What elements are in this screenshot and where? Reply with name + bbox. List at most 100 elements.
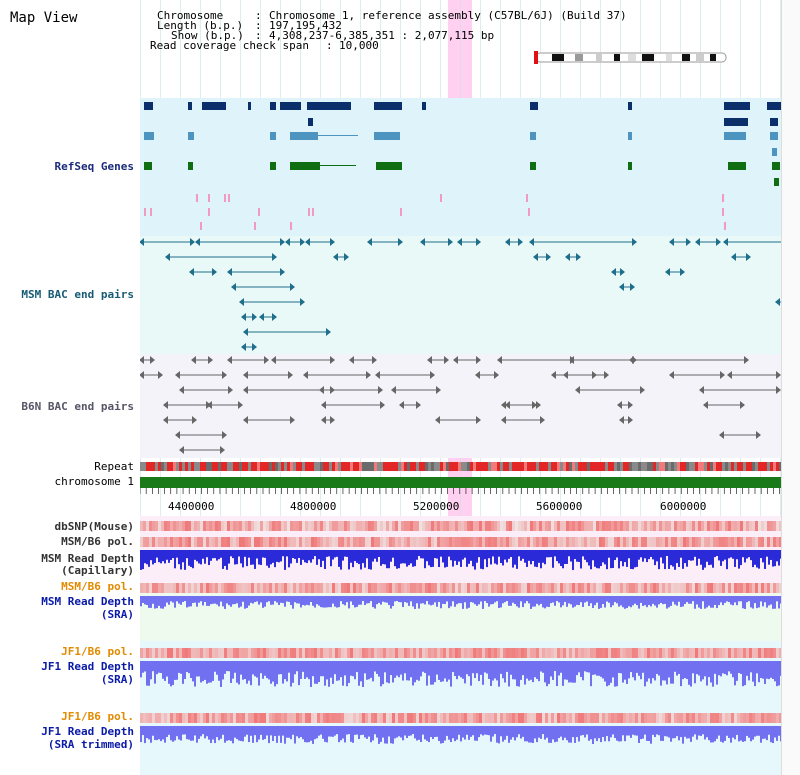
read-depth-bar — [522, 726, 524, 737]
read-depth-bar — [452, 726, 454, 739]
polymorphism-cell — [587, 713, 590, 723]
read-depth-bar — [360, 661, 362, 682]
read-depth-bar — [172, 550, 174, 559]
polymorphism-cell — [248, 537, 251, 547]
polymorphism-cell — [272, 648, 275, 658]
polymorphism-cell — [692, 583, 695, 593]
polymorphism-cell — [530, 537, 533, 547]
read-depth-bar — [214, 661, 216, 672]
b6n-bac-pair-end — [391, 386, 396, 394]
track-label-jf1-depth-sra[interactable]: JF1 Read Depth — [41, 660, 134, 673]
read-depth-bar — [178, 550, 180, 565]
read-depth-bar — [490, 596, 492, 605]
repeat-segment — [722, 462, 725, 471]
read-depth-bar — [544, 726, 546, 740]
read-depth-bar — [166, 596, 168, 603]
track-label-jf1-depth-trimmed[interactable]: JF1 Read Depth — [41, 725, 134, 738]
read-depth-bar — [356, 661, 358, 673]
read-depth-bar — [242, 596, 244, 602]
read-depth-bar — [242, 550, 244, 568]
read-depth-bar — [252, 661, 254, 675]
read-depth-bar — [500, 550, 502, 563]
read-depth-bar — [628, 726, 630, 736]
polymorphism-cell — [707, 537, 710, 547]
polymorphism-cell — [194, 713, 197, 723]
repeat-segment — [500, 462, 503, 471]
read-depth-bar — [588, 550, 590, 566]
track-label-b6n-bac[interactable]: B6N BAC end pairs — [21, 400, 134, 413]
track-label-msm-depth-capillary-sub: (Capillary) — [61, 564, 134, 577]
repeat-segment — [383, 462, 386, 471]
polymorphism-cell — [374, 583, 377, 593]
read-depth-bar — [496, 661, 498, 681]
genome-track-canvas[interactable] — [140, 0, 781, 775]
polymorphism-cell — [671, 537, 674, 547]
polymorphism-cell — [719, 537, 722, 547]
ideogram-position-marker[interactable] — [534, 51, 538, 64]
track-label-jf1-b6-pol-1[interactable]: JF1/B6 pol. — [61, 645, 134, 658]
polymorphism-cell — [215, 521, 218, 531]
repeat-segment — [215, 462, 218, 471]
track-label-jf1-b6-pol-2[interactable]: JF1/B6 pol. — [61, 710, 134, 723]
read-depth-bar — [334, 550, 336, 558]
read-depth-bar — [284, 596, 286, 607]
polymorphism-cell — [179, 521, 182, 531]
polymorphism-cell — [365, 648, 368, 658]
track-label-refseq[interactable]: RefSeq Genes — [54, 160, 134, 173]
repeat-segment — [644, 462, 647, 471]
polymorphism-cell — [665, 537, 668, 547]
read-depth-bar — [600, 550, 602, 567]
read-depth-bar — [592, 596, 594, 608]
track-label-repeat[interactable]: Repeat — [94, 460, 134, 473]
polymorphism-cell — [248, 521, 251, 531]
repeat-segment — [620, 462, 623, 471]
track-label-chromosome[interactable]: chromosome 1 — [54, 475, 134, 488]
vertical-scrollbar[interactable] — [781, 0, 800, 775]
repeat-segment — [185, 462, 188, 471]
read-depth-bar — [394, 726, 396, 739]
track-label-msm-bac[interactable]: MSM BAC end pairs — [21, 288, 134, 301]
polymorphism-cell — [284, 537, 287, 547]
polymorphism-cell — [164, 537, 167, 547]
repeat-segment — [218, 462, 221, 471]
read-depth-bar — [178, 596, 180, 604]
read-depth-bar — [170, 661, 172, 687]
gene-exon — [270, 102, 276, 110]
polymorphism-cell — [617, 648, 620, 658]
polymorphism-cell — [617, 583, 620, 593]
track-label-msm-depth-capillary[interactable]: MSM Read Depth — [41, 552, 134, 565]
track-label-msm-depth-sra[interactable]: MSM Read Depth — [41, 595, 134, 608]
polymorphism-cell — [143, 648, 146, 658]
read-depth-bar — [334, 596, 336, 607]
read-depth-bar — [268, 596, 270, 602]
read-depth-bar — [624, 550, 626, 563]
polymorphism-cell — [203, 713, 206, 723]
read-depth-bar — [680, 661, 682, 687]
polymorphism-cell — [224, 648, 227, 658]
read-depth-bar — [526, 661, 528, 679]
track-label-msm-b6-pol-2[interactable]: MSM/B6 pol. — [61, 580, 134, 593]
track-label-dbsnp[interactable]: dbSNP(Mouse) — [54, 520, 134, 533]
polymorphism-cell — [398, 713, 401, 723]
read-depth-bar — [710, 726, 712, 743]
b6n-bac-pair-end — [494, 371, 499, 379]
read-depth-bar — [244, 661, 246, 680]
read-depth-bar — [710, 550, 712, 565]
polymorphism-cell — [437, 537, 440, 547]
read-depth-bar — [434, 596, 436, 603]
read-depth-bar — [510, 661, 512, 675]
gene-exon — [772, 148, 777, 156]
repeat-segment — [179, 462, 182, 471]
chromosome-ideogram[interactable] — [530, 51, 730, 65]
repeat-segment — [389, 462, 392, 471]
read-depth-bar — [476, 596, 478, 606]
read-depth-bar — [538, 726, 540, 738]
track-label-msm-b6-pol-1[interactable]: MSM/B6 pol. — [61, 535, 134, 548]
polymorphism-cell — [416, 537, 419, 547]
repeat-segment — [482, 462, 485, 471]
repeat-segment — [173, 462, 176, 471]
read-depth-bar — [764, 661, 766, 684]
polymorphism-cell — [395, 583, 398, 593]
read-depth-bar — [186, 596, 188, 608]
polymorphism-cell — [320, 537, 323, 547]
